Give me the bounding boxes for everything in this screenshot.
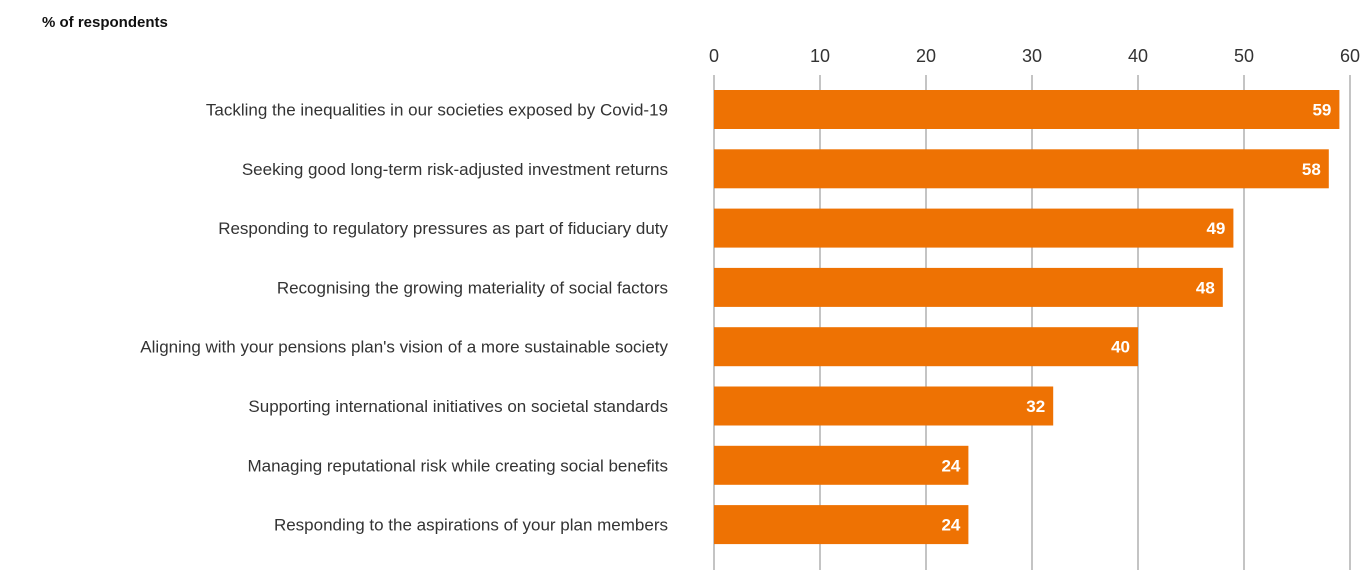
- x-tick-label: 0: [709, 46, 719, 66]
- x-tick-label: 30: [1022, 46, 1042, 66]
- x-tick-label: 20: [916, 46, 936, 66]
- category-label: Responding to regulatory pressures as pa…: [218, 219, 668, 238]
- data-label: 48: [1196, 278, 1215, 297]
- data-label: 58: [1302, 160, 1321, 179]
- x-tick-label: 50: [1234, 46, 1254, 66]
- x-tick-label: 10: [810, 46, 830, 66]
- bar: [714, 505, 969, 545]
- category-label: Responding to the aspirations of your pl…: [274, 516, 668, 535]
- bar: [714, 445, 969, 485]
- data-label: 24: [941, 456, 960, 475]
- category-label: Seeking good long-term risk-adjusted inv…: [242, 160, 668, 179]
- x-tick-label: 40: [1128, 46, 1148, 66]
- data-label: 59: [1312, 101, 1331, 120]
- category-label: Supporting international initiatives on …: [248, 397, 668, 416]
- category-label: Aligning with your pensions plan's visio…: [140, 338, 668, 357]
- axis-title: % of respondents: [42, 14, 168, 31]
- data-label: 24: [941, 516, 960, 535]
- bar: [714, 327, 1138, 367]
- bar: [714, 267, 1223, 307]
- bar: [714, 149, 1329, 189]
- category-label: Tackling the inequalities in our societi…: [206, 101, 668, 120]
- category-label: Managing reputational risk while creatin…: [247, 456, 668, 475]
- category-label: Recognising the growing materiality of s…: [277, 278, 668, 297]
- data-label: 49: [1206, 219, 1225, 238]
- bar: [714, 208, 1234, 248]
- bar: [714, 386, 1054, 426]
- data-label: 32: [1026, 397, 1045, 416]
- data-label: 40: [1111, 338, 1130, 357]
- x-tick-label: 60: [1340, 46, 1360, 66]
- bar: [714, 90, 1340, 129]
